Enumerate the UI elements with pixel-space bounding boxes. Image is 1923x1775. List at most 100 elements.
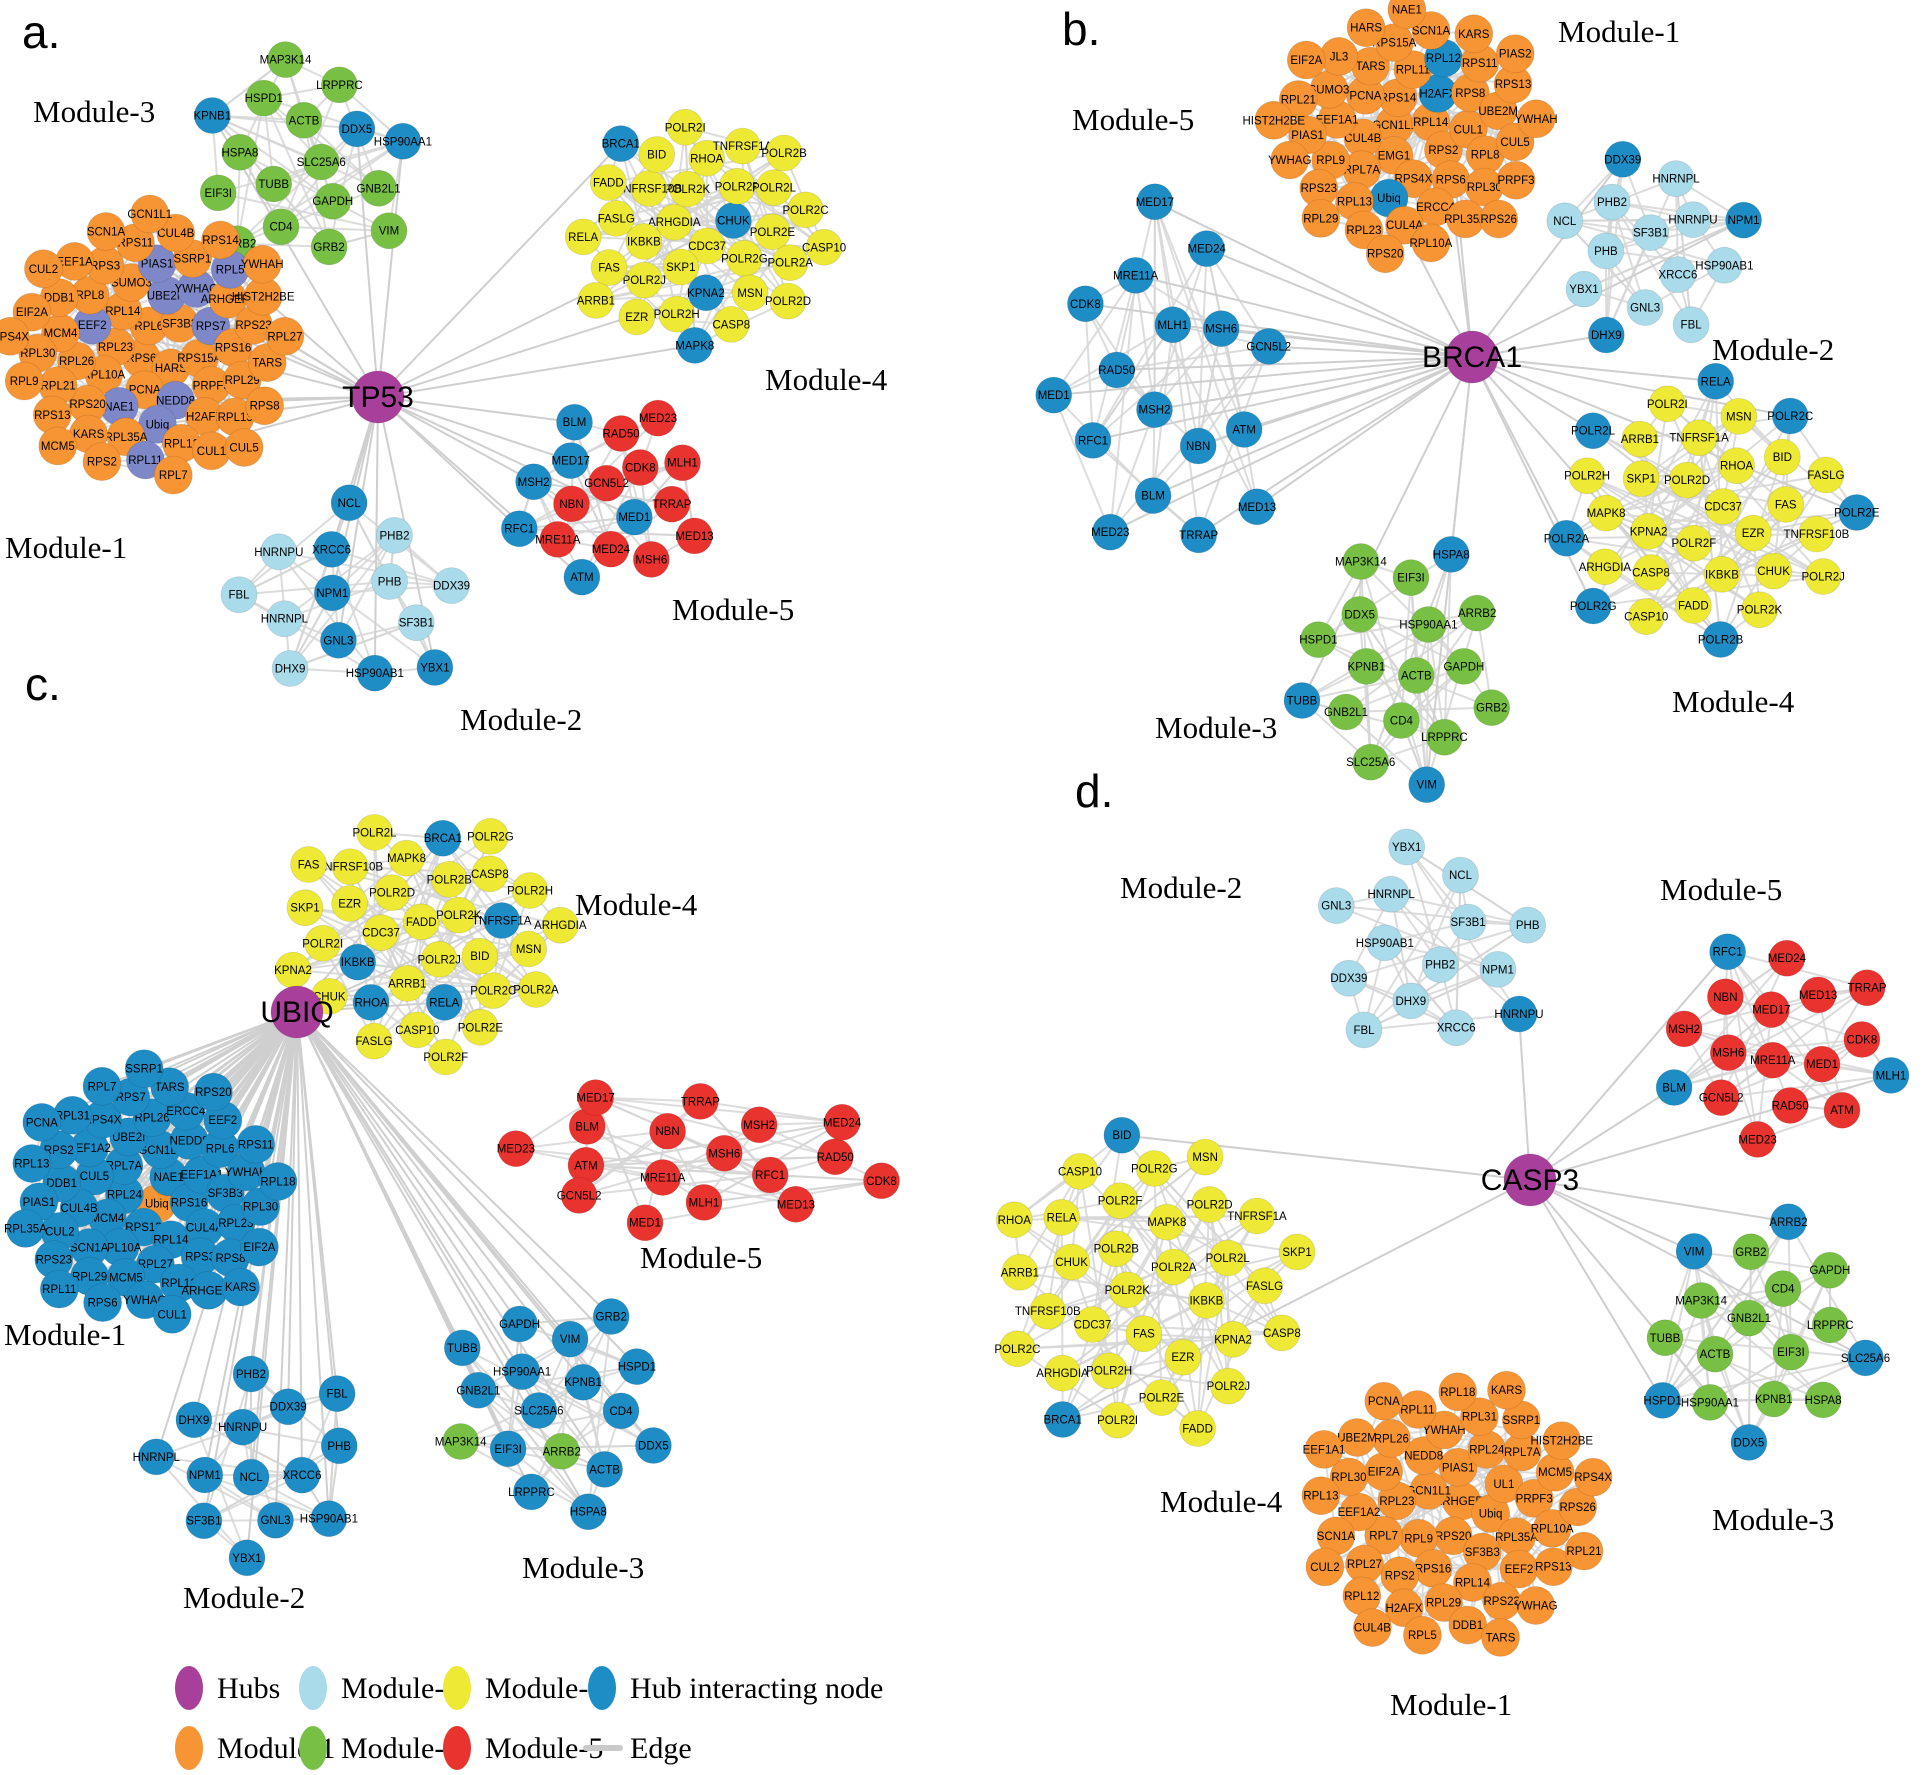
node-label-RELA: RELA xyxy=(1047,1212,1077,1224)
legend-swatch-hubs xyxy=(175,1666,203,1710)
node-label-POLR2G: POLR2G xyxy=(1131,1164,1178,1176)
node-NPM1 xyxy=(1725,201,1762,239)
node-label-RPL26: RPL26 xyxy=(1374,1433,1409,1445)
node-label-HNRNPU: HNRNPU xyxy=(254,547,303,559)
node-label-RPL30: RPL30 xyxy=(20,348,55,360)
node-PHB xyxy=(320,1427,358,1465)
node-label-DDB1: DDB1 xyxy=(44,293,75,305)
node-TNFRSF1A xyxy=(724,127,761,165)
node-label-RPS23: RPS23 xyxy=(1483,1596,1519,1608)
node-label-EEF1A1: EEF1A1 xyxy=(1303,1444,1346,1456)
node-KPNB1 xyxy=(1348,648,1385,685)
node-ACTB xyxy=(586,1451,623,1488)
node-label-HSPA8: HSPA8 xyxy=(1805,1395,1842,1407)
node-label-RAD50: RAD50 xyxy=(1098,365,1135,377)
node-label-POLR2I: POLR2I xyxy=(302,938,343,950)
node-label-GAPDH: GAPDH xyxy=(312,196,353,208)
edge xyxy=(1092,1323,1282,1334)
node-label-YBX1: YBX1 xyxy=(420,663,449,675)
node-ARRB1 xyxy=(1621,420,1659,458)
hub-edge xyxy=(287,1011,298,1407)
node-YBX1 xyxy=(1565,270,1603,308)
node-GNB2L1 xyxy=(459,1371,497,1409)
edge xyxy=(236,97,265,244)
node-label-RPL27: RPL27 xyxy=(267,331,302,343)
module-label-c-Module-3: Module-3 xyxy=(522,1550,644,1585)
panel-letter-d: d. xyxy=(1075,765,1113,817)
node-label-SF3B3: SF3B3 xyxy=(208,1188,243,1200)
edge xyxy=(620,433,653,560)
node-VIM xyxy=(370,212,408,250)
node-label-YWHAG: YWHAG xyxy=(1514,1601,1558,1613)
node-MED13 xyxy=(1799,976,1837,1014)
node-RPL31 xyxy=(1460,1397,1499,1437)
edge xyxy=(278,551,376,674)
node-label-FADD: FADD xyxy=(1182,1424,1213,1436)
node-label-IKBKB: IKBKB xyxy=(627,237,661,249)
node-POLR2E xyxy=(1143,1379,1180,1416)
node-label-RPL23: RPL23 xyxy=(1346,225,1381,237)
node-label-MSH6: MSH6 xyxy=(708,1148,740,1160)
node-DDX5 xyxy=(338,110,376,148)
edge xyxy=(1390,893,1520,1015)
node-RPS2 xyxy=(82,442,122,482)
node-PCNA xyxy=(22,1103,62,1142)
node-POLR2F xyxy=(427,1038,465,1076)
edge xyxy=(1748,1317,1866,1359)
node-label-HSPD1: HSPD1 xyxy=(1299,635,1337,647)
node-label-TNFRSF10B: TNFRSF10B xyxy=(1015,1306,1081,1318)
node-label-TARS: TARS xyxy=(1356,61,1386,73)
panel-letter-c: c. xyxy=(25,658,61,710)
edge xyxy=(337,534,396,641)
node-label-DHX9: DHX9 xyxy=(275,664,306,676)
node-label-CDC37: CDC37 xyxy=(1704,502,1742,514)
node-GNL3 xyxy=(1317,887,1355,924)
node-RPL29 xyxy=(1301,198,1341,238)
node-label-MAP3K14: MAP3K14 xyxy=(1335,557,1387,569)
node-label-MED23: MED23 xyxy=(639,413,677,425)
node-IKBKB xyxy=(625,223,663,260)
node-POLR2I xyxy=(304,924,342,962)
edge xyxy=(1317,553,1452,641)
hub-edge xyxy=(377,344,695,398)
node-MSH6 xyxy=(632,541,670,578)
hub-edge xyxy=(1062,1179,1531,1421)
node-SKP1 xyxy=(286,889,324,927)
node-label-RPL31: RPL31 xyxy=(1462,1412,1497,1424)
node-label-HSPD1: HSPD1 xyxy=(245,93,283,105)
edge xyxy=(1721,474,1827,576)
node-label-FBL: FBL xyxy=(1681,320,1703,332)
node-MAP3K14 xyxy=(1682,1282,1720,1319)
hub-edge xyxy=(373,396,379,674)
node-RPS6 xyxy=(83,1283,122,1322)
edge xyxy=(1126,1289,1199,1429)
node-label-FAS: FAS xyxy=(1775,499,1797,511)
node-MAPK8 xyxy=(676,326,714,364)
node-EIF2A xyxy=(12,292,52,332)
node-CD4 xyxy=(1383,702,1420,739)
module-label-b-Module-2: Module-2 xyxy=(1712,332,1834,367)
hub-edge xyxy=(377,219,734,398)
node-label-POLR2B: POLR2B xyxy=(427,874,473,886)
node-label-RPL31: RPL31 xyxy=(55,1110,90,1122)
edge xyxy=(521,1370,654,1447)
node-RHOA xyxy=(1718,447,1755,485)
edge xyxy=(262,97,331,248)
node-HIST2H2BE xyxy=(1542,1421,1582,1460)
node-POLR2H xyxy=(1090,1352,1128,1390)
node-HNRNPU xyxy=(1500,995,1538,1033)
node-ARRB2 xyxy=(543,1432,581,1470)
node-label-POLR2I: POLR2I xyxy=(665,122,706,134)
node-RPS20 xyxy=(1365,234,1405,274)
node-label-GCN1L1: GCN1L1 xyxy=(1406,1486,1451,1498)
hub-edge xyxy=(296,1011,339,1394)
node-label-POLR2C: POLR2C xyxy=(1767,411,1813,423)
node-label-EEF1A1: EEF1A1 xyxy=(180,1170,223,1182)
node-TRRAP xyxy=(1180,516,1218,554)
node-label-LRPPRC: LRPPRC xyxy=(316,80,363,92)
legend-label-module-2: Module-2 xyxy=(341,1672,459,1705)
node-label-CDC37: CDC37 xyxy=(362,928,400,940)
node-label-POLR2L: POLR2L xyxy=(752,183,797,195)
legend-label-hubs: Hubs xyxy=(217,1672,280,1705)
node-KPNA2 xyxy=(1630,513,1667,550)
